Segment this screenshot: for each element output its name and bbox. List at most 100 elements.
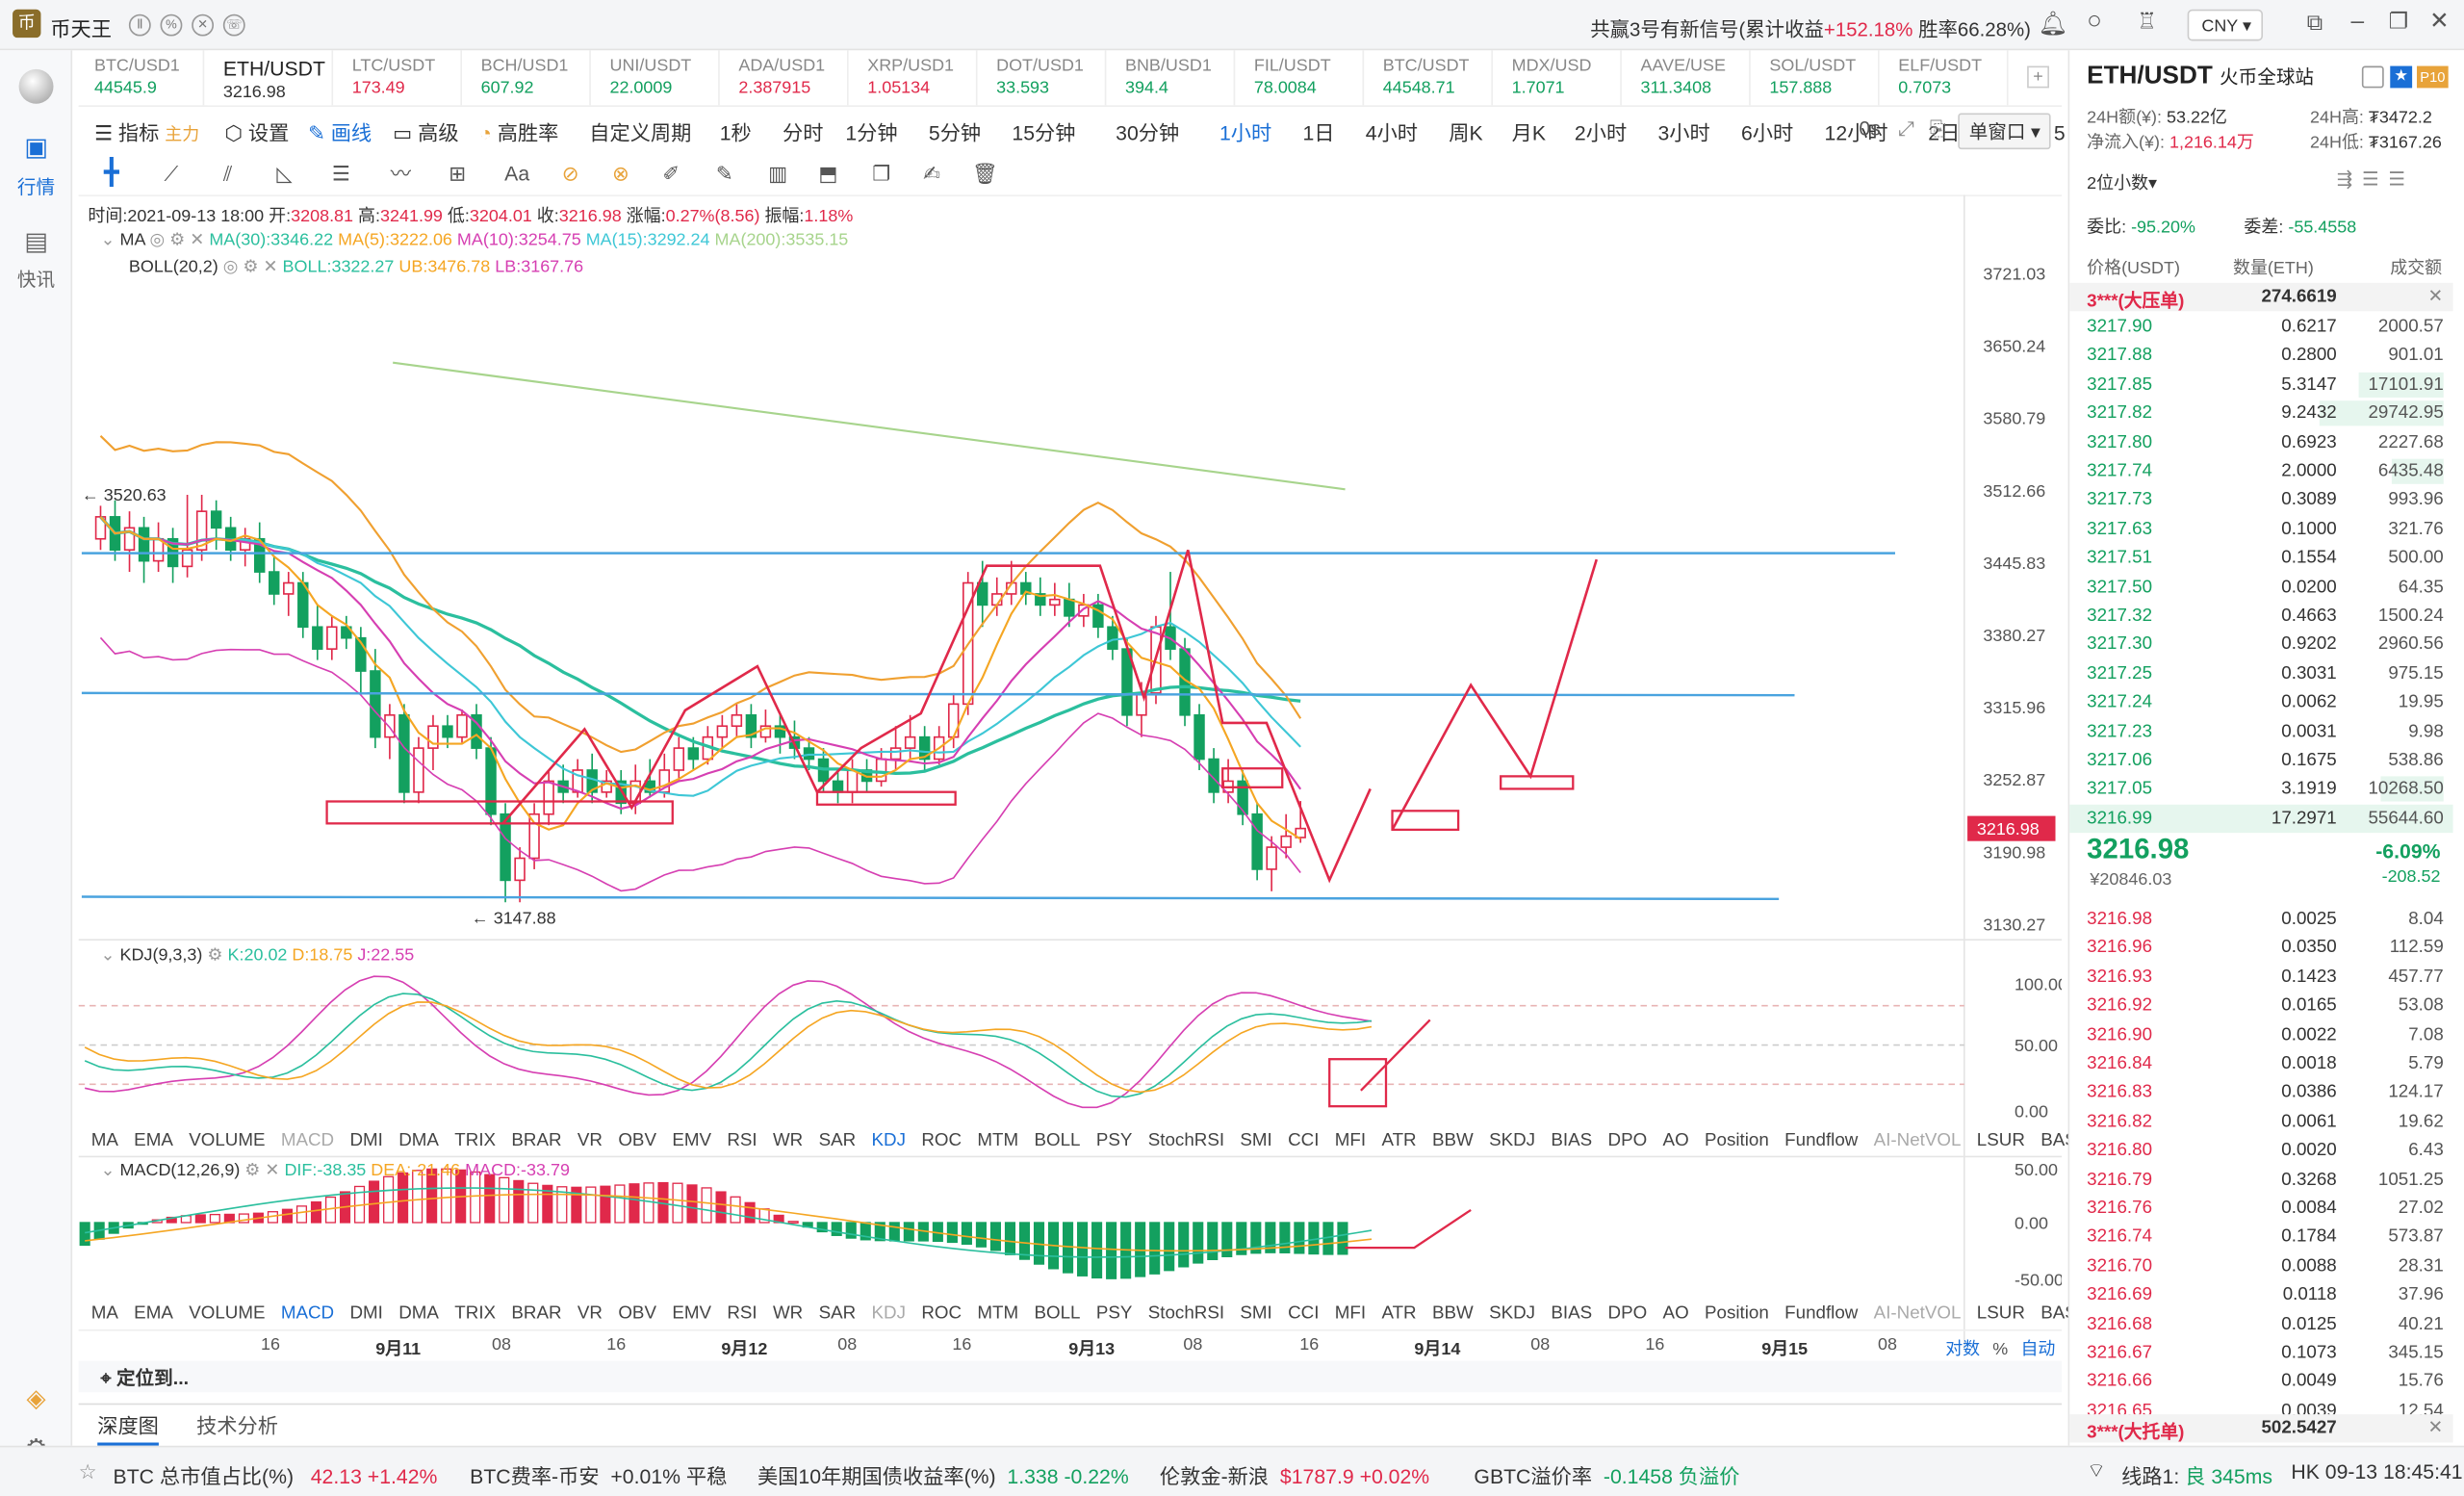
indicator-tab-mtm[interactable]: MTM [977,1303,1019,1324]
notes-icon[interactable]: ✍ [923,162,941,186]
period-9[interactable]: 周K [1449,120,1483,145]
period-1[interactable]: 分时 [783,120,824,145]
expand-icon[interactable]: ⤢ [1898,116,1915,141]
close-big-ask-icon[interactable]: ✕ [2427,287,2444,307]
period-6[interactable]: 1小时 [1219,120,1272,145]
indicator-tab-cci[interactable]: CCI [1288,1131,1320,1150]
indicator-tab-roc[interactable]: ROC [921,1303,962,1324]
eye-icon[interactable]: ◎ ⚙ ✕ [149,230,205,250]
period-11[interactable]: 2小时 [1574,120,1628,145]
market-icon[interactable]: ▣ [24,135,48,163]
ticker-9[interactable]: FIL/USDT 78.0084 [1239,50,1365,106]
macd-collapse-icon[interactable]: ⌄ [100,1161,116,1180]
indicator-tab-lsur[interactable]: LSUR [1976,1303,2025,1324]
macd-settings-icon[interactable]: ⚙ ✕ [244,1161,280,1180]
ticker-7[interactable]: DOT/USD1 33.593 [981,50,1107,106]
custom-period-button[interactable]: 自定义周期 [589,120,692,145]
indicator-tab-atr[interactable]: ATR [1381,1131,1417,1150]
indicator-tab-skdj[interactable]: SKDJ [1489,1131,1536,1150]
pin-icon[interactable]: ⧉ [2306,9,2323,35]
bid-row[interactable]: 3216.96 0.0350 112.59 [2069,934,2452,963]
period-0[interactable]: 1秒 [719,120,752,145]
ticker-6[interactable]: XRP/USD1 1.05134 [852,50,978,106]
indicator-tab-kdj[interactable]: KDJ [871,1131,907,1150]
ticker-8[interactable]: BNB/USD1 394.4 [1110,50,1236,106]
ask-row[interactable]: 3217.24 0.0062 19.95 [2069,688,2452,717]
indicator-tab-dma[interactable]: DMA [398,1303,439,1324]
indicator-tab-volume[interactable]: VOLUME [189,1303,266,1324]
phone-icon[interactable]: ☏ [222,13,245,37]
ticker-11[interactable]: MDX/USD 1.7071 [1496,50,1622,106]
indicator-tab-ao[interactable]: AO [1662,1131,1689,1150]
indicator-tab-vr[interactable]: VR [577,1131,603,1150]
ruler-icon[interactable]: ✐ [662,162,680,186]
indicator-tab-dpo[interactable]: DPO [1607,1131,1648,1150]
chart-style-icon[interactable]: ▥ [768,162,788,186]
ask-row[interactable]: 3217.50 0.0200 64.35 [2069,573,2452,602]
indicator-tab-brar[interactable]: BRAR [511,1131,562,1150]
bid-row[interactable]: 3216.93 0.1423 457.77 [2069,963,2452,992]
percent-icon[interactable]: % [160,13,183,37]
star-icon[interactable]: ★ [2390,65,2413,89]
indicator-tab-boll[interactable]: BOLL [1034,1303,1081,1324]
indicator-tab-trix[interactable]: TRIX [454,1303,497,1324]
indicator-tab-smi[interactable]: SMI [1240,1303,1272,1324]
indicator-tab-emv[interactable]: EMV [672,1131,712,1150]
indicator-tab-obv[interactable]: OBV [618,1131,656,1150]
indicator-tab-lsur[interactable]: LSUR [1976,1131,2025,1150]
ticker-12[interactable]: AAVE/USE 311.3408 [1625,50,1751,106]
close-big-bid-icon[interactable]: ✕ [2427,1419,2444,1438]
indicator-tab-cci[interactable]: CCI [1288,1303,1320,1324]
indicator-tab-dpo[interactable]: DPO [1607,1303,1648,1324]
measure-icon[interactable]: ⊞ [449,162,467,186]
ask-row[interactable]: 3217.05 3.1919 10268.50 [2069,775,2452,804]
draw-button[interactable]: ✎ 画线 [308,120,372,145]
period-15[interactable]: 2日 [1928,120,1961,145]
indicator-tab-position[interactable]: Position [1705,1131,1769,1150]
lock-icon[interactable]: ⬒ [818,162,838,186]
magnet-icon[interactable]: ⊘ [561,162,579,186]
ticker-0[interactable]: BTC/USD1 44545.9 [79,50,205,106]
indicator-tab-roc[interactable]: ROC [921,1131,962,1150]
bid-row[interactable]: 3216.79 0.3268 1051.25 [2069,1166,2452,1195]
ask-row[interactable]: 3217.30 0.9202 2960.56 [2069,631,2452,659]
ask-row[interactable]: 3217.74 2.0000 6435.48 [2069,457,2452,486]
indicator-tab-atr[interactable]: ATR [1381,1303,1417,1324]
ask-row[interactable]: 3216.99 17.2971 55644.60 [2069,804,2453,834]
decimals-select[interactable]: 2位小数▾ [2087,174,2158,193]
strong-magnet-icon[interactable]: ⊗ [611,162,629,186]
ask-row[interactable]: 3217.25 0.3031 975.15 [2069,659,2452,688]
indicator-tab-fundflow[interactable]: Fundflow [1784,1131,1859,1150]
currency-select[interactable]: CNY ▾ [2187,9,2264,41]
ticker-10[interactable]: BTC/USDT 44548.71 [1367,50,1494,106]
bid-row[interactable]: 3216.92 0.0165 53.08 [2069,992,2452,1020]
advanced-button[interactable]: ▭ 高级 [393,120,459,145]
ticker-5[interactable]: ADA/USD1 2.387915 [723,50,849,106]
period-13[interactable]: 6小时 [1740,120,1794,145]
indicator-tab-ao[interactable]: AO [1662,1303,1689,1324]
delete-icon[interactable]: 🗑︎ [972,162,999,186]
signal-notice[interactable]: 共赢3号有新信号(累计收益+152.18% 胜率66.28%) [1590,13,2031,42]
crosshair-icon[interactable]: ╋ [104,160,119,188]
indicator-tab-rsi[interactable]: RSI [727,1131,757,1150]
avatar[interactable] [18,68,54,104]
indicator-tab-brar[interactable]: BRAR [511,1303,562,1324]
bid-row[interactable]: 3216.82 0.0061 19.62 [2069,1107,2452,1136]
tab-depth[interactable]: 深度图 [97,1409,159,1446]
indicator-tab-macd[interactable]: MACD [280,1131,335,1150]
indicator-tab-ma[interactable]: MA [90,1131,118,1150]
indicator-tab-skdj[interactable]: SKDJ [1489,1303,1536,1324]
bid-row[interactable]: 3216.70 0.0088 28.31 [2069,1252,2452,1281]
trendline-icon[interactable]: ⟋ [164,162,179,186]
settings-icon[interactable]: ✕ [192,13,215,37]
ticker-1[interactable]: ETH/USDT 3216.98 [207,50,334,106]
bid-row[interactable]: 3216.76 0.0084 27.02 [2069,1195,2452,1224]
bid-row[interactable]: 3216.67 0.1073 345.15 [2069,1339,2452,1368]
indicator-tab-fundflow[interactable]: Fundflow [1784,1303,1859,1324]
ask-row[interactable]: 3217.63 0.1000 321.76 [2069,515,2452,544]
indicator-tab-ma[interactable]: MA [90,1303,118,1324]
pen-icon[interactable]: ✎ [715,162,733,186]
settings-button[interactable]: ⬡ 设置 [224,120,290,145]
search-icon[interactable]: ○ [2087,8,2102,35]
pin-status-icon[interactable]: ☆ [78,1459,97,1483]
